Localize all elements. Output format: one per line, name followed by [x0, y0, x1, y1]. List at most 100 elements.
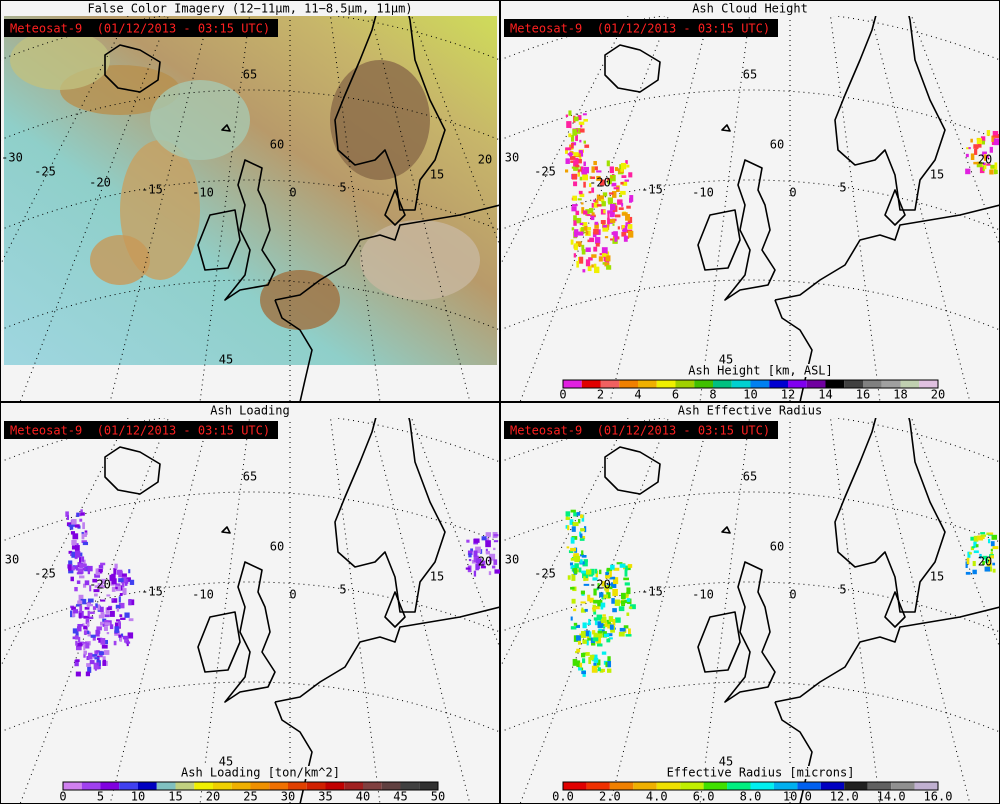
ash-pixel: [977, 142, 982, 148]
ash-cloud: [565, 110, 1000, 274]
ash-pixel: [594, 266, 600, 274]
ash-pixel: [85, 671, 91, 677]
ash-pixel: [570, 537, 575, 544]
ash-pixel: [96, 662, 100, 666]
ash-pixel: [109, 610, 115, 617]
ash-pixel: [103, 650, 110, 655]
ash-pixel: [485, 538, 490, 542]
ash-pixel: [609, 637, 613, 640]
ash-pixel: [621, 175, 627, 178]
ash-pixel: [468, 559, 472, 562]
ash-pixel: [573, 608, 577, 612]
ash-pixel: [120, 633, 124, 638]
ash-pixel: [83, 650, 87, 655]
colorbar-tick-label: 5: [97, 790, 104, 804]
ash-pixel: [989, 169, 994, 175]
grid-label: 30: [505, 553, 519, 567]
grid-label: -20: [89, 176, 111, 190]
ash-cloud: [65, 509, 500, 677]
ash-pixel: [985, 558, 989, 563]
ash-pixel: [616, 562, 623, 565]
ash-pixel: [589, 597, 594, 603]
ash-pixel: [573, 622, 578, 626]
ash-pixel: [86, 656, 90, 661]
ash-pixel: [581, 550, 584, 556]
ash-pixel: [591, 254, 597, 258]
ash-pixel: [76, 603, 81, 607]
ash-pixel: [594, 166, 598, 171]
grid-label: 15: [930, 168, 944, 182]
ash-pixel: [983, 162, 987, 170]
colorbar-cell: [119, 782, 138, 790]
badge-text: Meteosat-9 (01/12/2013 - 03:15 UTC): [10, 22, 270, 36]
colorbar-tick-label: 0: [59, 790, 66, 804]
ash-pixel: [572, 195, 578, 201]
ash-pixel: [597, 583, 600, 589]
ash-pixel: [94, 585, 99, 588]
ash-pixel: [118, 596, 121, 603]
colorbar-cell: [694, 380, 713, 388]
ash-pixel: [590, 568, 595, 576]
ash-pixel: [982, 162, 986, 166]
colorbar-cell: [213, 782, 232, 790]
ash-pixel: [588, 257, 593, 261]
ash-pixel: [567, 575, 571, 580]
ash-pixel: [980, 534, 987, 537]
ash-pixel: [610, 210, 614, 218]
ash-pixel: [993, 134, 1000, 138]
ash-pixel: [575, 651, 578, 654]
ash-pixel: [115, 604, 121, 609]
ash-pixel: [605, 572, 609, 576]
ash-pixel: [612, 191, 617, 198]
ash-pixel: [602, 614, 606, 617]
ash-pixel: [601, 247, 608, 255]
ash-pixel: [102, 656, 106, 661]
colorbar-tick-label: 2: [597, 388, 604, 402]
ash-pixel: [596, 643, 603, 647]
ash-pixel: [592, 232, 597, 238]
ash-pixel: [88, 652, 93, 660]
ash-pixel: [586, 569, 592, 575]
ash-pixel: [493, 547, 496, 551]
ash-pixel: [121, 581, 125, 588]
ash-pixel: [590, 176, 596, 179]
ash-pixel: [606, 623, 612, 626]
ash-pixel: [596, 659, 601, 666]
ash-pixel: [600, 199, 605, 203]
ash-pixel: [623, 625, 629, 629]
ash-pixel: [992, 562, 996, 566]
ash-pixel: [74, 544, 80, 551]
colorbar-tick-label: 18: [893, 388, 907, 402]
ash-pixel: [115, 583, 121, 587]
ash-pixel: [603, 209, 606, 214]
ash-pixel: [570, 616, 573, 621]
ash-pixel: [593, 662, 597, 666]
ash-pixel: [88, 603, 93, 607]
ash-pixel: [86, 663, 91, 667]
grid-label: -10: [692, 186, 714, 200]
ash-pixel: [607, 656, 611, 663]
ash-pixel: [576, 217, 582, 224]
grid-label: 65: [743, 470, 757, 484]
ash-pixel: [968, 552, 972, 555]
ash-pixel: [92, 578, 98, 583]
ash-pixel: [597, 599, 603, 607]
ash-pixel: [581, 222, 588, 227]
colorbar-cell: [638, 380, 657, 388]
panel-title: False Color Imagery (12−11μm, 11−8.5μm, …: [87, 2, 412, 16]
ash-pixel: [620, 592, 626, 600]
ash-pixel: [114, 563, 118, 569]
ash-pixel: [615, 617, 621, 623]
map: [0, 418, 500, 804]
ash-pixel: [98, 638, 102, 643]
ash-pixel: [593, 657, 599, 663]
colorbar-cell: [81, 782, 101, 790]
ash-pixel: [578, 150, 584, 157]
ash-pixel: [475, 558, 481, 564]
colorbar-label-bg: [183, 766, 323, 779]
colorbar-cell: [231, 782, 251, 790]
ash-pixel: [83, 615, 90, 619]
ash-pixel: [596, 637, 602, 644]
ash-pixel: [579, 222, 584, 226]
